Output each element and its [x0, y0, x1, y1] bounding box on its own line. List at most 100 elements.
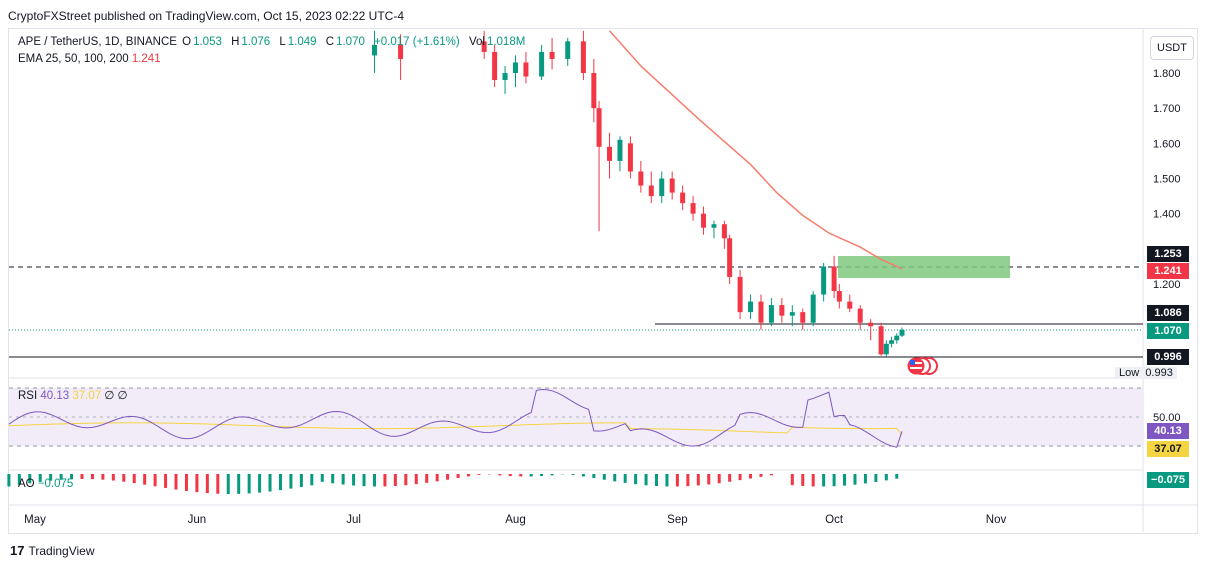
rsi-legend[interactable]: RSI 40.13 37.07 ∅ ∅ [18, 388, 128, 402]
ao-legend[interactable]: AO −0.075 [18, 478, 73, 490]
ao-bar [581, 474, 585, 477]
low-value: 0.993 [1145, 367, 1173, 379]
candle-body [591, 73, 597, 109]
ema-label: EMA 25, 50, 100, 200 [18, 53, 129, 65]
x-tick-label: Nov [986, 514, 1007, 526]
ao-bar [832, 474, 836, 487]
candle-body [513, 62, 518, 73]
candle-body [857, 308, 863, 323]
ao-label-tag: −0.075 [1147, 472, 1189, 488]
rsi-label-tag: 40.13 [1147, 423, 1189, 439]
ao-bar [519, 474, 523, 477]
ema-legend[interactable]: EMA 25, 50, 100, 200 1.241 [18, 53, 161, 65]
volume-key: Vol [468, 36, 485, 48]
ao-bar [195, 474, 199, 493]
candle-body [800, 312, 806, 323]
ao-bar [466, 474, 470, 477]
ao-bar [393, 474, 397, 486]
ao-bar [571, 474, 575, 475]
x-tick-label: Oct [825, 514, 844, 526]
rsi-tick-50: 50.00 [1153, 412, 1181, 424]
candle-layer [371, 30, 905, 357]
high-key: H [231, 36, 240, 48]
candle-body [711, 224, 717, 228]
ao-bar [320, 474, 324, 482]
ao-bar [655, 474, 659, 487]
candle-body [680, 192, 686, 204]
x-tick-label: May [24, 514, 46, 526]
ao-bar [529, 474, 533, 477]
candle-body [894, 335, 900, 341]
ao-bar [602, 474, 606, 480]
rsi-line [8, 389, 903, 448]
ao-bar [446, 474, 450, 480]
rsi-ma-label-tag: 37.07 [1147, 441, 1189, 457]
ao-bar [404, 474, 408, 486]
symbol-label[interactable]: APE / TetherUS, 1D, BINANCE [18, 36, 177, 48]
ao-layer [7, 474, 899, 494]
footer-brand[interactable]: 17 TradingView [10, 543, 95, 558]
ao-bar [498, 474, 502, 476]
y-tick-label: 1.500 [1153, 174, 1181, 186]
ao-bar [425, 474, 429, 483]
us-flag-event-icon[interactable] [907, 357, 938, 375]
candle-body [580, 41, 586, 73]
ohlc-legend: APE / TetherUS, 1D, BINANCE O 1.053 H 1.07… [18, 36, 531, 48]
ao-bar [268, 474, 272, 492]
rsi-ma-line [8, 422, 903, 436]
candle-body [398, 44, 404, 59]
y-tick-label: 1.800 [1153, 68, 1181, 80]
candle-body [523, 62, 529, 77]
ao-bar [289, 474, 293, 489]
ao-bar [258, 474, 262, 493]
ao-bar [80, 474, 84, 480]
candle-body [868, 322, 874, 327]
ao-bar [164, 474, 168, 488]
ao-bar [895, 474, 899, 479]
ao-bar [477, 474, 481, 475]
low-value: 1.049 [287, 36, 317, 48]
candle-body [836, 291, 842, 302]
ao-bar [592, 474, 596, 479]
ao-bar [644, 474, 648, 486]
ao-bar [341, 474, 345, 485]
candle-body [502, 73, 508, 81]
candle-body [669, 178, 675, 193]
ao-bar [352, 474, 356, 486]
ao-bar [205, 474, 209, 494]
candle-body [831, 266, 837, 292]
ao-bar [362, 474, 366, 487]
ao-bar [101, 474, 105, 480]
x-tick-label: Jul [346, 514, 361, 526]
ao-bar [811, 474, 815, 487]
candle-body [748, 301, 754, 313]
ao-bar [216, 474, 220, 494]
ao-bar [550, 474, 554, 476]
candle-body [883, 343, 889, 355]
ao-bar [884, 474, 888, 481]
ao-bar [299, 474, 303, 487]
ao-bar [540, 474, 544, 477]
rsi-extra: ∅ ∅ [104, 390, 128, 402]
candle-body [779, 305, 785, 316]
candle-body [492, 51, 498, 81]
open-key: O [182, 36, 192, 48]
currency-button[interactable]: USDT [1150, 36, 1194, 60]
candle-body [549, 51, 555, 59]
candle-body [768, 305, 774, 323]
ao-bar [759, 474, 763, 477]
ao-bar [49, 474, 53, 481]
candle-body [638, 171, 644, 186]
ao-bar [414, 474, 418, 485]
low-tag: Low 0.993 [1115, 367, 1177, 379]
ao-label: AO [18, 478, 35, 490]
ao-bar [184, 474, 188, 491]
ao-bar [623, 474, 627, 483]
ao-bar [278, 474, 282, 491]
ao-bar [17, 474, 21, 485]
high-value: 1.076 [241, 36, 271, 48]
publisher-header: CryptoFXStreet published on TradingView.… [8, 9, 404, 23]
ao-bar [90, 474, 94, 480]
candle-body [847, 301, 853, 309]
